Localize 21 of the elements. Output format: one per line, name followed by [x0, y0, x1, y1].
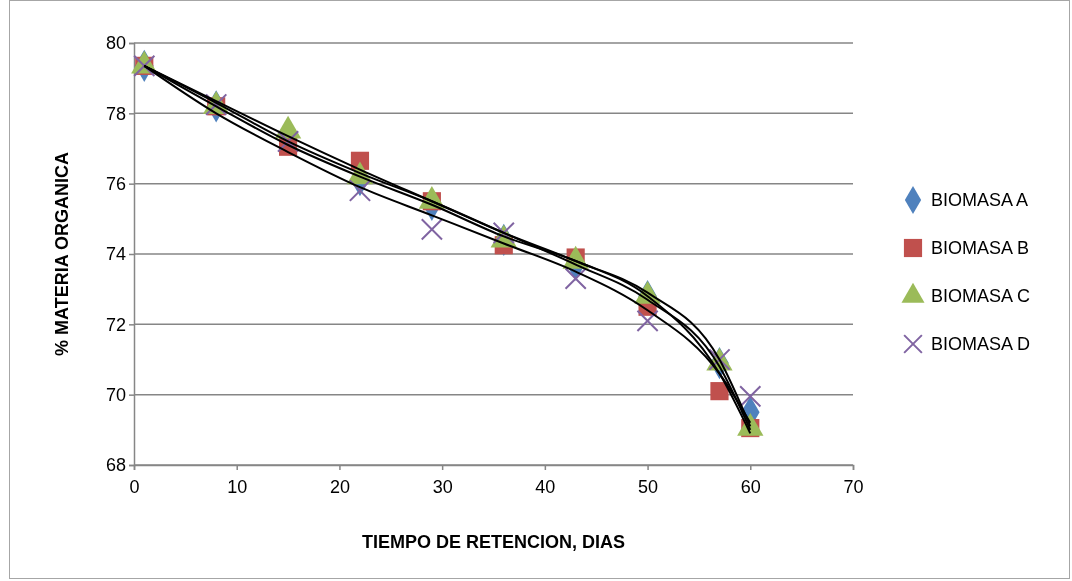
y-tick-label: 72 [105, 314, 126, 335]
x-tick-label: 60 [740, 476, 761, 497]
x-tick-label: 50 [638, 476, 659, 497]
y-tick-label: 76 [105, 173, 126, 194]
x-tick-label: 70 [843, 476, 864, 497]
legend-label: BIOMASA A [931, 190, 1029, 210]
x-axis-title: TIEMPO DE RETENCION, DIAS [361, 532, 626, 552]
legend-label: BIOMASA D [931, 334, 1031, 354]
y-tick-label: 80 [105, 33, 126, 54]
y-tick-label: 74 [105, 244, 126, 265]
x-tick-label: 10 [227, 476, 248, 497]
y-tick-label: 70 [105, 384, 126, 405]
x-tick-label: 40 [535, 476, 556, 497]
legend-label: BIOMASA B [931, 238, 1030, 258]
y-tick-label: 78 [105, 103, 126, 124]
legend-label: BIOMASA C [931, 286, 1031, 306]
x-tick-label: 20 [329, 476, 350, 497]
y-axis-title: % MATERIA ORGANICA [52, 152, 72, 356]
y-tick-label: 68 [105, 455, 126, 476]
x-tick-label: 0 [129, 476, 140, 497]
x-tick-label: 30 [432, 476, 453, 497]
